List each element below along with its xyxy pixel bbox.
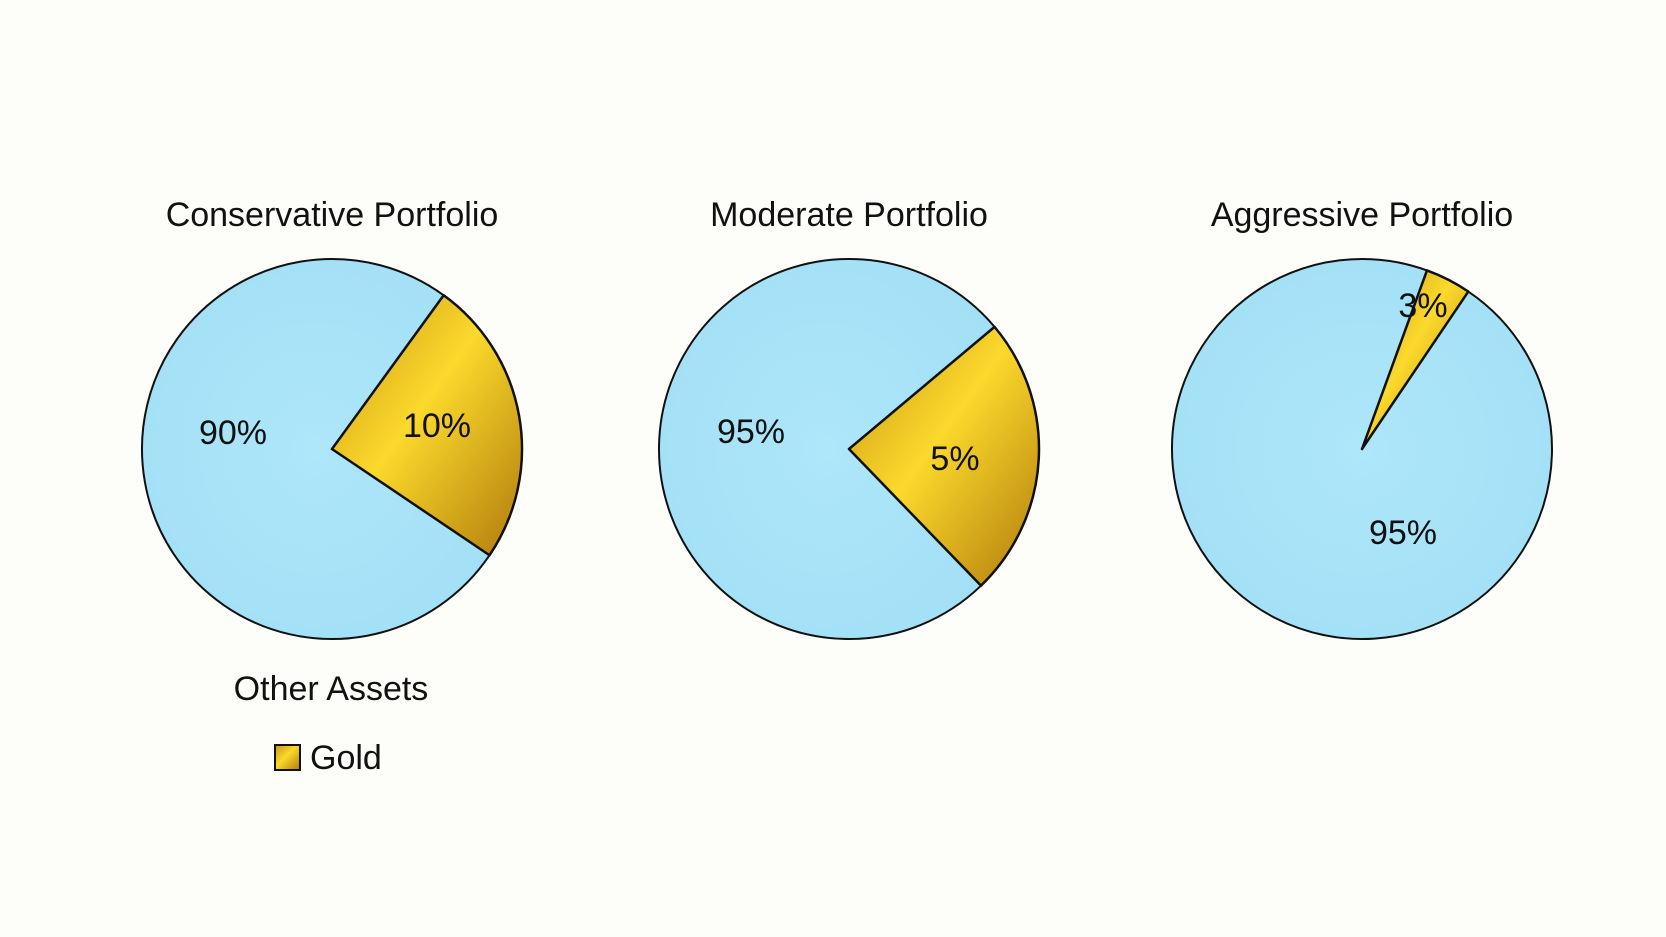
slice-label-gold: 3% xyxy=(1398,287,1447,325)
slice-label-other-assets: 95% xyxy=(717,413,785,451)
pie-slice-other-assets xyxy=(658,258,996,640)
legend: Other Assets Gold xyxy=(234,670,429,777)
legend-label-other-assets: Other Assets xyxy=(234,670,429,708)
pie-chart-conservative: Conservative Portfolio 90% 10% xyxy=(141,196,524,640)
slice-label-gold: 10% xyxy=(403,407,471,445)
pie-slice-gold xyxy=(330,294,524,557)
legend-swatch-gold xyxy=(274,744,301,771)
pie-slice-other-assets xyxy=(141,258,491,640)
slice-label-other-assets: 95% xyxy=(1369,514,1437,552)
pie-slice-gold xyxy=(847,325,1041,587)
pie-chart-moderate: Moderate Portfolio 95% 5% xyxy=(658,196,1041,640)
pie-slice-gold xyxy=(1360,269,1470,451)
slice-label-gold: 5% xyxy=(930,440,979,478)
pie-chart-aggressive: Aggressive Portfolio 95% 3% xyxy=(1171,196,1553,640)
chart-title: Conservative Portfolio xyxy=(166,196,499,234)
slice-label-other-assets: 90% xyxy=(199,414,267,452)
legend-label-gold: Gold xyxy=(310,739,382,777)
chart-title: Moderate Portfolio xyxy=(710,196,988,234)
chart-title: Aggressive Portfolio xyxy=(1211,196,1513,234)
